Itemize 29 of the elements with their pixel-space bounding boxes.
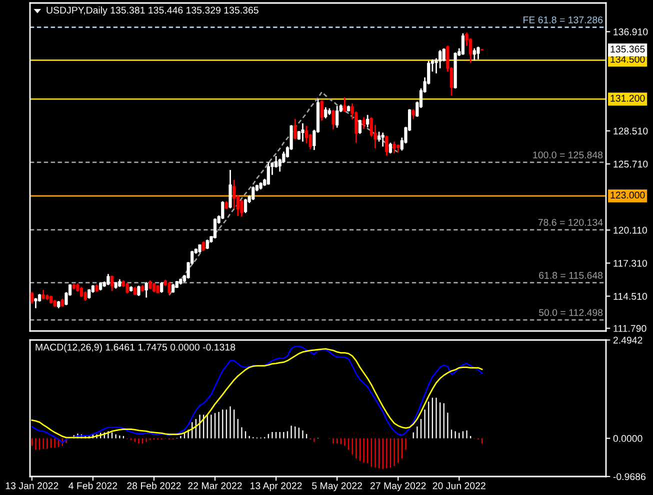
x-tick-label: 13 Jan 2022: [6, 482, 58, 490]
ref-line-label: FE 61.8 = 137.286: [524, 16, 603, 24]
x-tick-label: 13 Apr 2022: [250, 482, 302, 492]
y-tick-label: 0.0000: [613, 435, 642, 442]
y-tick-label: 2.4942: [613, 336, 642, 344]
x-tick-label: 22 Mar 2022: [188, 482, 242, 490]
y-tick-label: 114.510: [614, 292, 647, 300]
y-tick-label: 128.510: [614, 128, 648, 134]
y-tick-label: 125.710: [614, 160, 648, 168]
chart-title: USDJPY,Daily 135.381 135.446 135.329 135.365: [46, 6, 258, 16]
x-tick-label: 5 May 2022: [312, 482, 362, 492]
ref-line-label: 123.000: [610, 192, 645, 199]
y-tick-label: 117.310: [614, 260, 647, 267]
y-tick-label: 120.110: [614, 226, 647, 234]
x-tick-label: 4 Feb 2022: [68, 482, 118, 490]
y-tick-label: 111.790: [614, 325, 646, 332]
ref-line-label: 134.500: [610, 56, 645, 63]
x-tick-label: 27 May 2022: [370, 482, 426, 492]
ref-line-label: 78.6 = 120.134: [538, 218, 603, 226]
chart-title: MACD(12,26,9) 1.6461 1.7475 0.0000 -0.1318: [36, 343, 236, 353]
y-tick-label: 136.910: [614, 28, 648, 36]
y-tick-label: -0.9686: [613, 473, 646, 480]
x-tick-label: 20 Jun 2022: [432, 482, 486, 490]
annotation: 135.365: [610, 46, 645, 53]
ref-line-label: 100.0 = 125.848: [533, 151, 603, 158]
ref-line-label: 131.200: [610, 94, 645, 102]
ref-line-label: 61.8 = 115.648: [539, 272, 603, 279]
ref-line-label: 50.0 = 112.498: [538, 309, 603, 316]
x-tick-label: 28 Feb 2022: [127, 482, 181, 490]
